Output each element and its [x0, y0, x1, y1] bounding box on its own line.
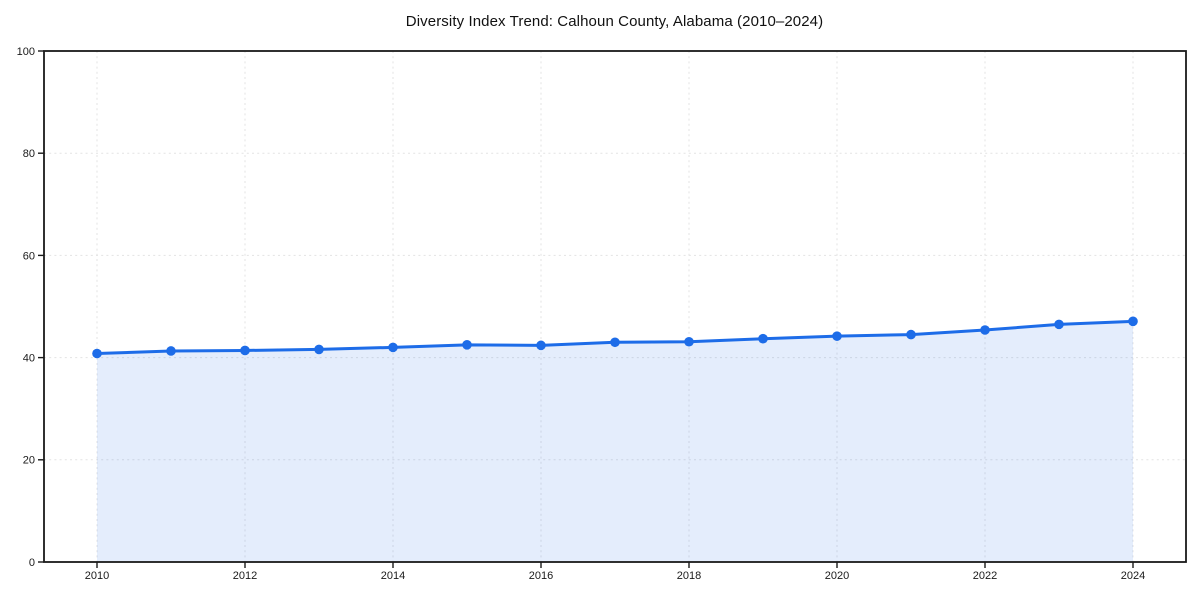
y-tick-label: 20 [23, 455, 35, 467]
data-point-marker [462, 340, 472, 350]
chart-title: Diversity Index Trend: Calhoun County, A… [405, 13, 824, 30]
y-tick-label: 100 [17, 46, 35, 58]
x-tick-label: 2016 [529, 570, 553, 582]
x-tick-label: 2010 [85, 570, 109, 582]
data-point-marker [906, 329, 916, 340]
x-tick-label: 2024 [1121, 570, 1145, 582]
data-point-marker [388, 342, 398, 353]
data-point-marker [1128, 316, 1138, 327]
data-point-marker [832, 331, 842, 341]
data-point-marker [980, 325, 990, 335]
x-tick-label: 2014 [381, 570, 405, 582]
data-point-marker [1054, 319, 1064, 330]
x-tick-label: 2020 [825, 570, 849, 582]
data-point-marker [758, 333, 768, 344]
data-point-marker [166, 346, 176, 356]
area-fill [97, 321, 1133, 562]
y-tick-label: 60 [23, 250, 35, 262]
data-point-marker [536, 340, 546, 351]
y-tick-label: 80 [23, 148, 35, 160]
x-tick-label: 2018 [677, 570, 701, 582]
data-point-marker [240, 345, 250, 356]
y-tick-label: 40 [23, 352, 35, 364]
data-point-marker [92, 348, 102, 359]
data-point-marker [684, 336, 694, 347]
x-tick-label: 2022 [973, 570, 997, 582]
x-tick-label: 2012 [233, 570, 257, 582]
plot-frame [43, 50, 1187, 563]
data-point-marker [610, 337, 620, 348]
y-tick-label: 0 [29, 557, 35, 569]
data-point-marker [314, 344, 324, 355]
